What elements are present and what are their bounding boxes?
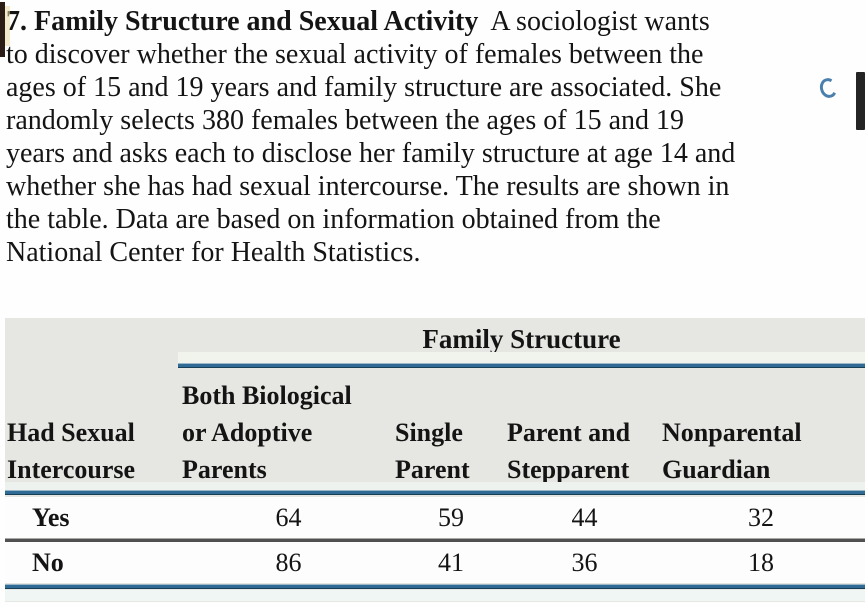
cell-value: 41 [438, 547, 464, 577]
problem-line: ages of 15 and 19 years and family struc… [6, 72, 722, 103]
row-label: Yes [32, 502, 70, 532]
column-header-single-parent: Single Parent [395, 418, 470, 484]
problem-line: randomly selects 380 females between the… [6, 105, 685, 136]
highlight-strip [5, 482, 865, 490]
column-header-had-sexual-intercourse: Had Sexual Intercourse [7, 418, 136, 484]
table-bottom-rule [5, 584, 865, 589]
table-row-no: No 86 41 36 18 [5, 542, 865, 583]
cell-value: 36 [571, 547, 598, 577]
cell-value: 59 [438, 502, 464, 532]
problem-line: 7. Family Structure and Sexual Activity A… [6, 5, 864, 38]
problem-heading: 7. Family Structure and Sexual Activity [6, 6, 479, 37]
header-bottom-rule [5, 490, 865, 495]
cell-value: 44 [571, 502, 598, 532]
table-group-header: Family Structure [422, 324, 621, 354]
row-label: No [32, 547, 64, 577]
column-header-both-biological-or-adoptive-parents: Both Biological or Adoptive Parents [182, 381, 352, 484]
table-header-row: Had Sexual Intercourse Both Biological o… [5, 376, 865, 488]
problem-line: years and asks each to disclose her fami… [6, 138, 736, 169]
cell-value: 86 [275, 547, 302, 577]
problem-line: whether she has had sexual intercourse. … [6, 171, 730, 202]
column-header-parent-and-stepparent: Parent and Stepparent [507, 418, 631, 484]
scan-artifact-smudge [0, 6, 10, 46]
highlight-strip [178, 352, 865, 363]
problem-line: the table. Data are based on information… [6, 204, 661, 235]
problem-line: to discover whether the sexual activity … [6, 39, 704, 70]
problem-text: 7. Family Structure and Sexual Activity A… [6, 5, 864, 269]
row-separator-rule [5, 538, 865, 542]
column-header-nonparental-guardian: Nonparental Guardian [662, 418, 802, 484]
cell-value: 18 [748, 547, 774, 577]
scan-artifact-left-bar [0, 2, 5, 57]
data-table: Family Structure Had Sexual Intercourse … [5, 318, 865, 602]
cell-value: 64 [275, 502, 302, 532]
table-row-yes: Yes 64 59 44 32 [5, 497, 865, 538]
cell-value: 32 [748, 502, 774, 532]
problem-line: National Center for Health Statistics. [6, 237, 421, 268]
scan-artifact-right-bar [856, 72, 865, 130]
problem-heading-rest: A sociologist wants [490, 6, 710, 37]
group-header-rule [178, 363, 865, 368]
highlight-strip [5, 590, 865, 601]
